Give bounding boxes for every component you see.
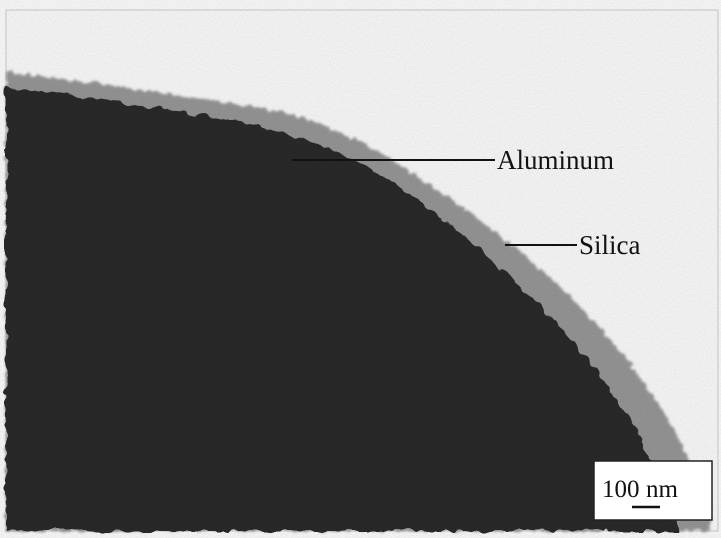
scale-bar-value: 100 xyxy=(602,476,640,503)
scale-bar-box xyxy=(593,460,713,521)
aluminum-label: Aluminum xyxy=(497,145,614,175)
silica-label: Silica xyxy=(579,230,641,260)
image-grain xyxy=(6,10,718,531)
scale-bar-unit: nm xyxy=(646,476,679,503)
scale-bar: 100 nm xyxy=(593,460,713,521)
